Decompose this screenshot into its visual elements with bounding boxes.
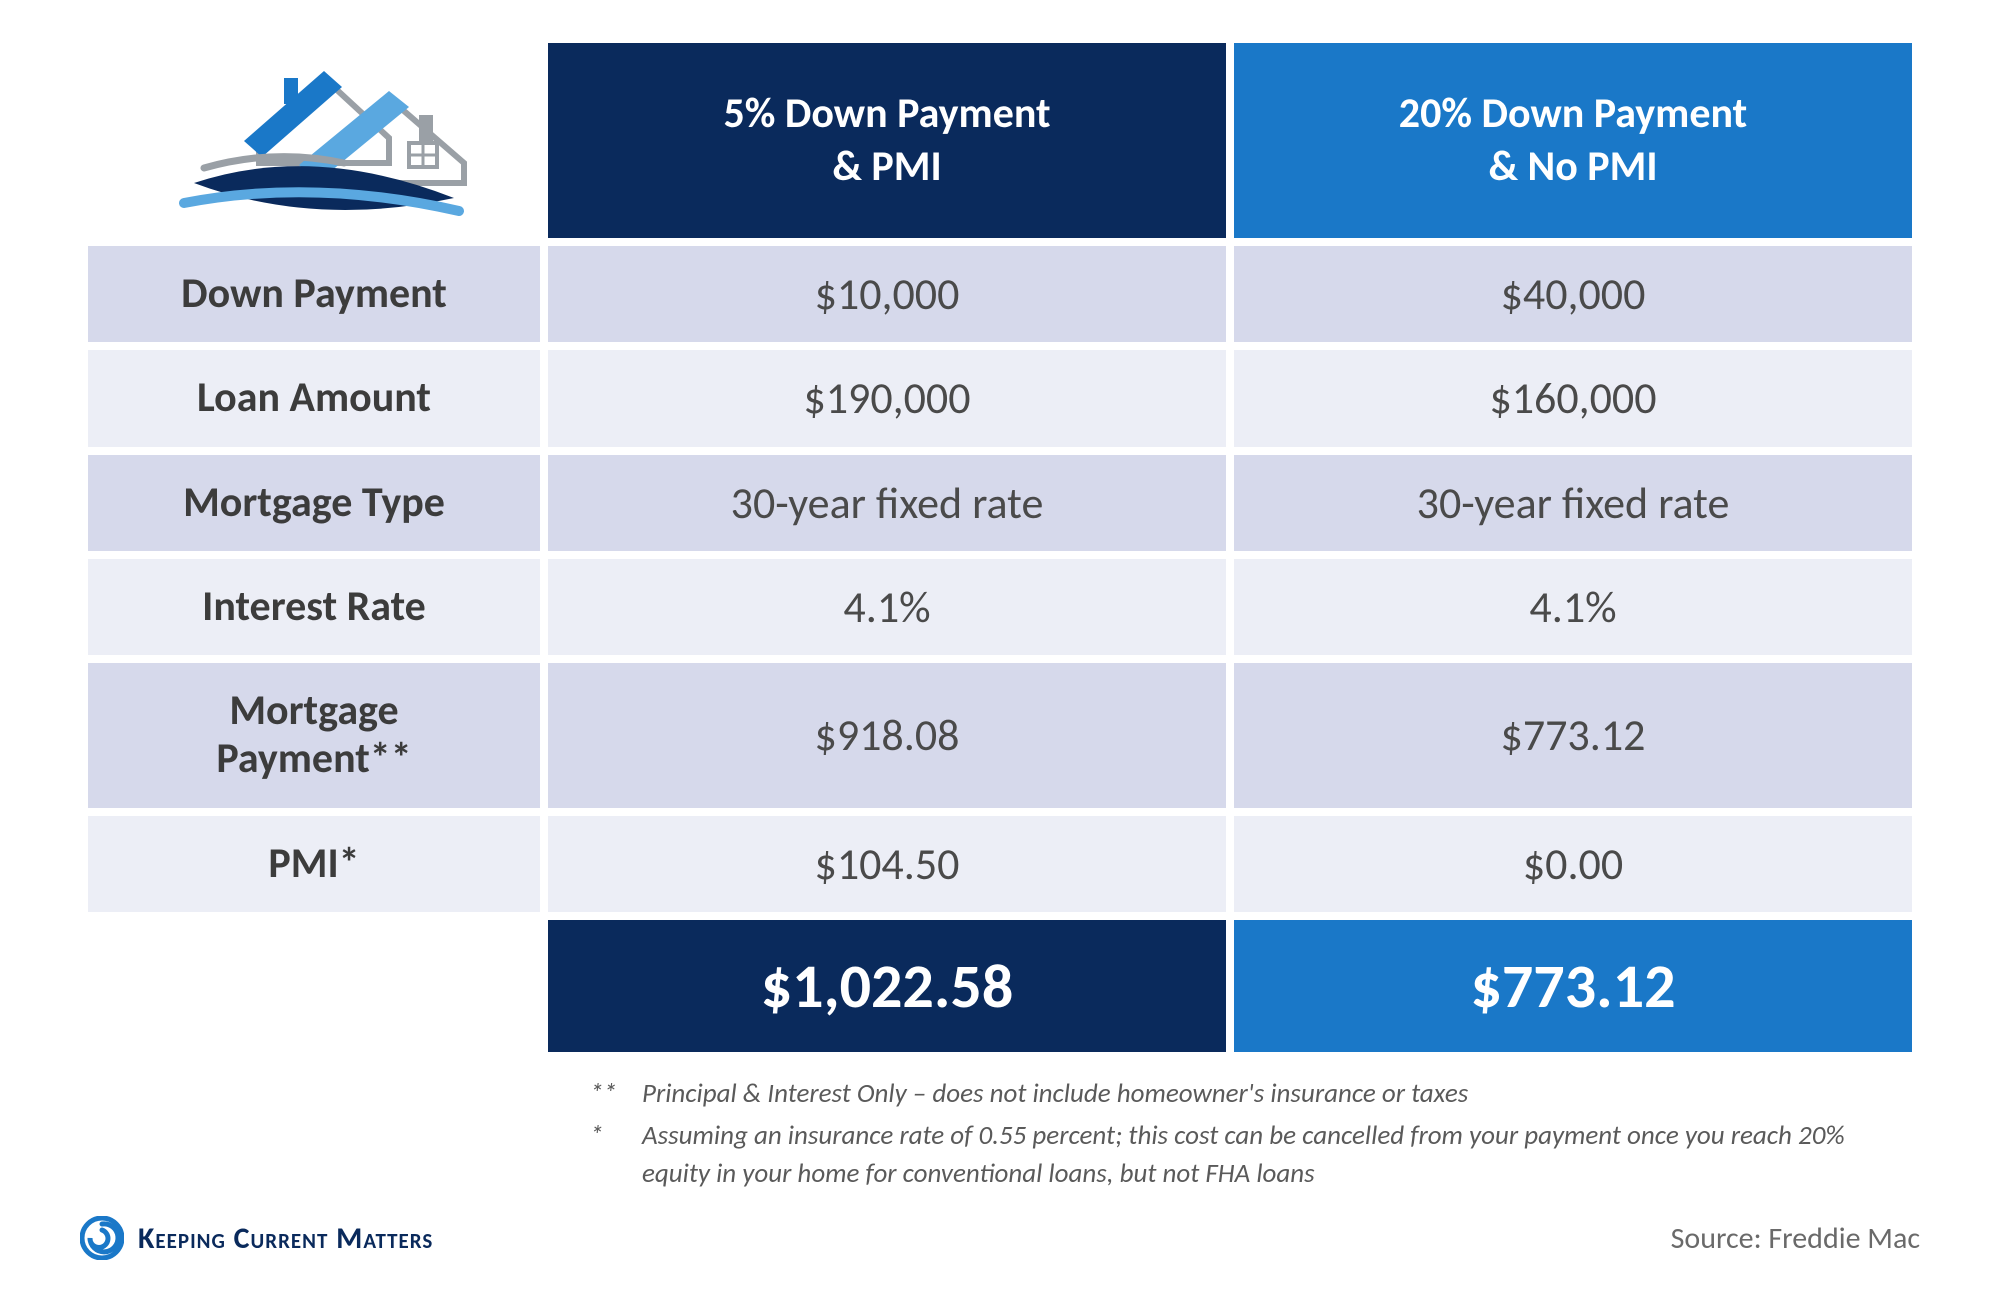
comparison-table: 5% Down Payment& PMI 20% Down Payment& N… — [80, 35, 1920, 1060]
row-label: Loan Amount — [88, 350, 540, 446]
row-value-a: $918.08 — [548, 663, 1226, 808]
row-value-b: 30-year fixed rate — [1234, 455, 1912, 551]
total-b: $773.12 — [1234, 920, 1912, 1052]
row-label: MortgagePayment** — [88, 663, 540, 808]
row-value-a: $10,000 — [548, 246, 1226, 342]
row-value-b: $40,000 — [1234, 246, 1912, 342]
source-label: Source: Freddie Mac — [1671, 1220, 1920, 1257]
house-logo-icon — [88, 43, 540, 233]
row-value-b: $773.12 — [1234, 663, 1912, 808]
spiral-icon — [80, 1216, 124, 1260]
row-value-a: 4.1% — [548, 559, 1226, 655]
totals-row: $1,022.58 $773.12 — [88, 920, 1912, 1052]
column-header-b: 20% Down Payment& No PMI — [1234, 43, 1912, 238]
brand: Keeping Current Matters — [80, 1216, 433, 1260]
brand-name: Keeping Current Matters — [138, 1220, 433, 1257]
table-row: Interest Rate 4.1% 4.1% — [88, 559, 1912, 655]
table-row: MortgagePayment** $918.08 $773.12 — [88, 663, 1912, 808]
empty-cell — [88, 920, 540, 1052]
footnote-marker: ** — [590, 1075, 630, 1113]
logo-cell — [88, 43, 540, 238]
total-a: $1,022.58 — [548, 920, 1226, 1052]
footnote-text: Principal & Interest Only – does not inc… — [642, 1075, 1468, 1113]
footnote-marker: * — [590, 1117, 630, 1193]
comparison-wrapper: 5% Down Payment& PMI 20% Down Payment& N… — [80, 35, 1920, 1192]
row-label: Interest Rate — [88, 559, 540, 655]
footnotes: ** Principal & Interest Only – does not … — [540, 1060, 1920, 1192]
column-header-a: 5% Down Payment& PMI — [548, 43, 1226, 238]
row-value-a: 30-year fixed rate — [548, 455, 1226, 551]
table-row: Loan Amount $190,000 $160,000 — [88, 350, 1912, 446]
header-row: 5% Down Payment& PMI 20% Down Payment& N… — [88, 43, 1912, 238]
row-value-b: $160,000 — [1234, 350, 1912, 446]
row-value-a: $190,000 — [548, 350, 1226, 446]
row-label: PMI* — [88, 816, 540, 912]
row-value-a: $104.50 — [548, 816, 1226, 912]
table-row: Down Payment $10,000 $40,000 — [88, 246, 1912, 342]
row-label: Mortgage Type — [88, 455, 540, 551]
footnote-2: * Assuming an insurance rate of 0.55 per… — [590, 1117, 1900, 1193]
table-row: Mortgage Type 30-year fixed rate 30-year… — [88, 455, 1912, 551]
row-value-b: $0.00 — [1234, 816, 1912, 912]
footnote-text: Assuming an insurance rate of 0.55 perce… — [642, 1117, 1900, 1193]
row-label: Down Payment — [88, 246, 540, 342]
bottom-bar: Keeping Current Matters Source: Freddie … — [80, 1216, 1920, 1260]
footnote-1: ** Principal & Interest Only – does not … — [590, 1075, 1900, 1113]
table-row: PMI* $104.50 $0.00 — [88, 816, 1912, 912]
row-value-b: 4.1% — [1234, 559, 1912, 655]
